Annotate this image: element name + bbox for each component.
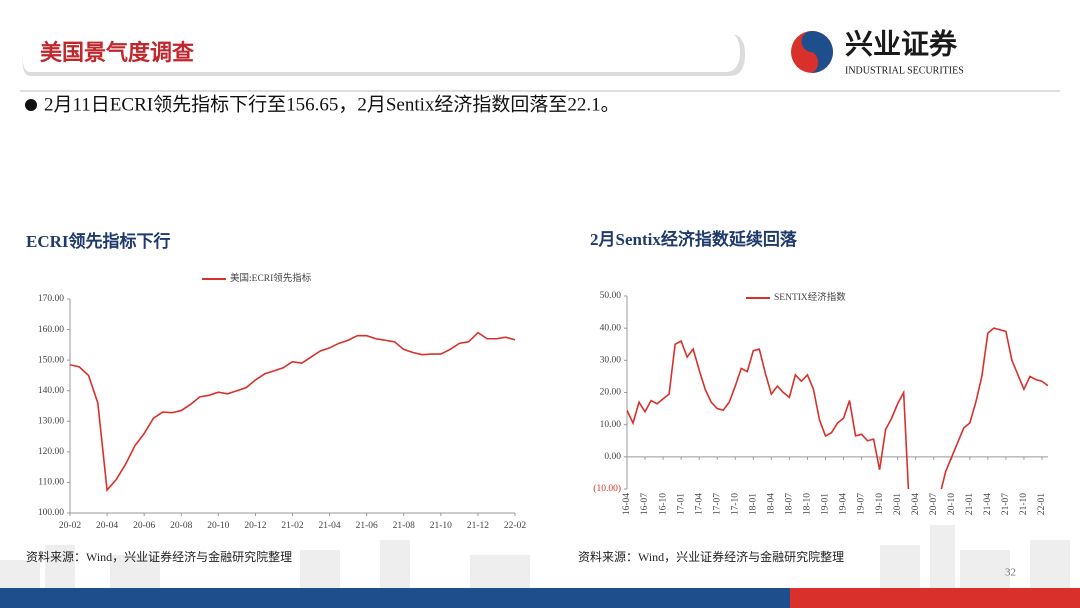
legend-label: 美国:ECRI领先指标: [230, 272, 312, 284]
source-note: 资料来源：Wind，兴业证券经济与金融研究院整理: [578, 549, 844, 564]
y-tick-label: 10.00: [600, 420, 622, 430]
x-tick-label: 21-04: [318, 521, 340, 531]
y-tick-label: 0.00: [604, 452, 621, 462]
x-tick-label: 17-10: [730, 493, 740, 515]
page-number: 32: [1005, 567, 1016, 579]
y-tick-label: 130.00: [38, 416, 64, 426]
chart-title: ECRI领先指标下行: [26, 231, 171, 251]
legend-label: SENTIX经济指数: [774, 291, 846, 303]
y-tick-label: 110.00: [38, 478, 64, 488]
x-tick-label: 18-01: [748, 493, 758, 515]
x-tick-label: 17-07: [712, 493, 722, 515]
x-tick-label: 20-10: [947, 493, 957, 515]
source-note: 资料来源：Wind，兴业证券经济与金融研究院整理: [26, 549, 292, 564]
x-tick-label: 19-01: [821, 493, 831, 515]
x-tick-label: 21-04: [983, 493, 993, 515]
x-tick-label: 19-10: [875, 493, 885, 515]
y-tick-label: 40.00: [600, 323, 622, 333]
y-tick-label: 150.00: [38, 355, 64, 365]
x-tick-label: 20-08: [170, 521, 192, 531]
x-tick-label: 20-04: [911, 493, 921, 515]
title: 美国景气度调查: [40, 40, 194, 65]
series-line: [627, 327, 1048, 489]
footer-accent: [790, 588, 1080, 608]
y-tick-label: (10.00): [593, 483, 621, 494]
logo-name: 兴业证券: [845, 28, 958, 60]
x-tick-label: 21-07: [1001, 493, 1011, 515]
x-tick-label: 20-02: [59, 521, 81, 531]
chart-title: 2月Sentix经济指数延续回落: [590, 229, 798, 249]
x-tick-label: 21-08: [393, 521, 415, 531]
x-tick-label: 21-01: [965, 493, 975, 515]
x-tick-label: 18-07: [785, 493, 795, 515]
x-tick-label: 17-01: [676, 493, 686, 515]
y-tick-label: 20.00: [600, 388, 622, 398]
x-tick-label: 19-04: [839, 493, 849, 515]
x-tick-label: 16-04: [622, 493, 632, 515]
x-tick-label: 21-02: [281, 521, 303, 531]
y-tick-label: 120.00: [38, 447, 64, 457]
y-tick-label: 50.00: [600, 291, 622, 301]
y-tick-label: 140.00: [38, 386, 64, 396]
x-tick-label: 22-02: [504, 521, 526, 531]
x-tick-label: 21-06: [356, 521, 378, 531]
x-tick-label: 20-10: [207, 521, 229, 531]
x-tick-label: 18-04: [767, 493, 777, 515]
logo-mark-blue: [801, 31, 833, 73]
x-tick-label: 20-07: [929, 493, 939, 515]
x-tick-label: 20-12: [244, 521, 266, 531]
bullet-text: 2月11日ECRI领先指标下行至156.65，2月Sentix经济指数回落至22…: [44, 93, 620, 115]
y-tick-label: 30.00: [600, 356, 622, 366]
bullet-dot: [25, 99, 37, 111]
y-tick-label: 160.00: [38, 325, 64, 335]
x-tick-label: 20-01: [893, 493, 903, 515]
x-tick-label: 20-04: [96, 521, 118, 531]
skyline: [0, 525, 1070, 590]
x-tick-label: 16-10: [658, 493, 668, 515]
y-tick-label: 170.00: [38, 294, 64, 304]
x-tick-label: 20-06: [133, 521, 155, 531]
x-tick-label: 16-07: [640, 493, 650, 515]
x-tick-label: 22-01: [1037, 493, 1047, 515]
series-line: [70, 331, 515, 492]
x-tick-label: 21-10: [1019, 493, 1029, 515]
x-tick-label: 19-07: [857, 493, 867, 515]
y-tick-label: 100.00: [38, 508, 64, 518]
x-tick-label: 21-10: [430, 521, 452, 531]
x-tick-label: 17-04: [694, 493, 704, 515]
logo-subtitle: INDUSTRIAL SECURITIES: [845, 65, 964, 76]
x-tick-label: 21-12: [467, 521, 489, 531]
title-bar: [22, 32, 740, 72]
x-tick-label: 18-10: [803, 493, 813, 515]
